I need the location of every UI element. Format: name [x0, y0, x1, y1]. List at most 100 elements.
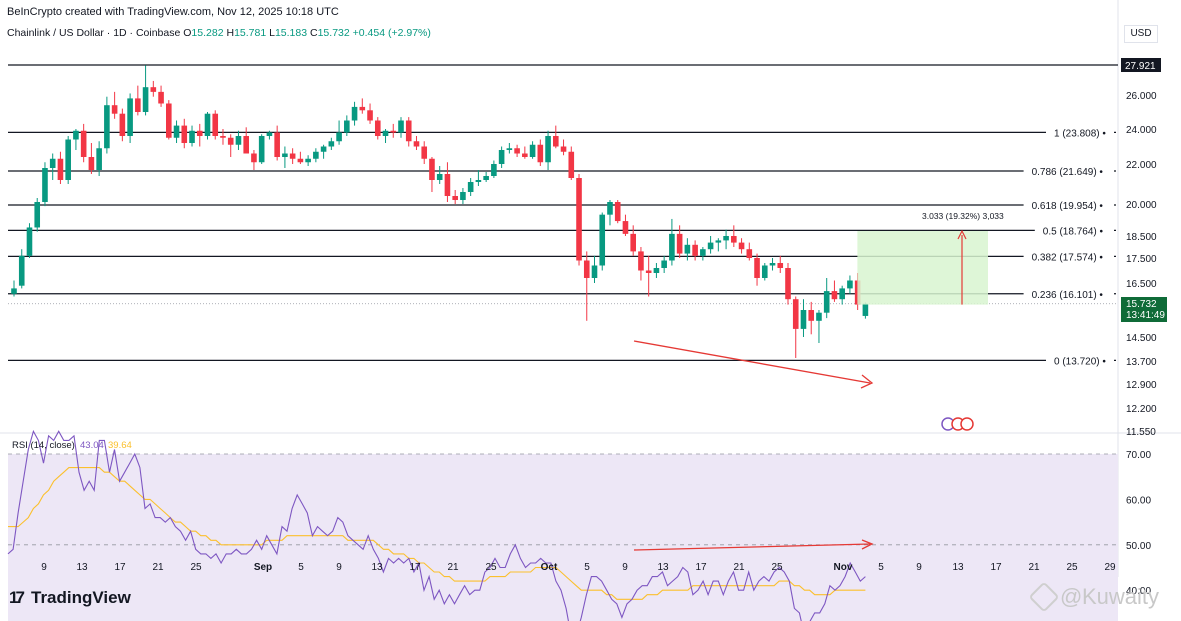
candle-body	[436, 174, 443, 180]
candle-body	[491, 164, 497, 176]
candle-body	[26, 227, 33, 256]
candle-body	[11, 288, 17, 294]
candle-body	[514, 148, 520, 154]
fib-label-bg	[1023, 286, 1114, 300]
price-tick-label: 12.200	[1126, 404, 1157, 415]
candle-body	[761, 265, 768, 278]
time-tick-label: 5	[298, 562, 304, 573]
candle-body	[645, 270, 652, 273]
candle-body	[158, 91, 164, 104]
time-tick-label: 5	[584, 562, 590, 573]
fib-label-bg	[1034, 223, 1114, 237]
candle-body	[429, 158, 435, 180]
candle-body	[127, 98, 133, 136]
candle-body	[452, 196, 458, 200]
candle-body	[731, 236, 737, 243]
close-label: C	[310, 27, 318, 39]
candle-body	[34, 202, 41, 228]
price-divergence-arrowhead	[860, 374, 874, 389]
currency-selector[interactable]: USD	[1124, 25, 1158, 43]
candle-body	[204, 113, 211, 136]
candle-body	[57, 158, 64, 180]
candle-body	[421, 146, 428, 159]
candle-body	[18, 255, 25, 286]
tradingview-brand[interactable]: 17 TradingView	[9, 588, 131, 608]
price-tick-label: 17.500	[1126, 254, 1157, 265]
candle-body	[189, 130, 195, 143]
candle-body	[196, 130, 203, 136]
candle-body	[467, 182, 474, 192]
candle-body	[777, 263, 784, 268]
symbol-title: Chainlink / US Dollar · 1D · Coinbase	[7, 27, 181, 39]
price-tick-label: 20.000	[1126, 200, 1157, 211]
candle-body	[785, 268, 791, 300]
time-tick-label: 21	[447, 562, 459, 573]
measure-arrowhead	[957, 229, 967, 240]
low-value: 15.183	[274, 27, 308, 39]
rsi-ma-legend-value: 39.64	[108, 440, 132, 451]
candle-body	[444, 174, 451, 196]
time-tick-label: Sep	[254, 562, 272, 573]
fib-label: 0.382 (17.574) •	[1032, 252, 1104, 263]
candle-body	[88, 157, 95, 170]
time-tick-label: 25	[771, 562, 783, 573]
candle-body	[65, 139, 71, 180]
candle-body	[599, 214, 606, 266]
time-tick-label: 25	[1066, 562, 1078, 573]
candle-body	[669, 233, 675, 261]
candle-body	[638, 251, 644, 271]
time-tick-label: 17	[409, 562, 421, 573]
candle-body	[42, 168, 48, 202]
candle-body	[630, 233, 636, 252]
fib-label-bg	[1046, 125, 1114, 139]
candle-body	[173, 125, 180, 138]
tradingview-logo-icon: 17	[9, 588, 25, 607]
candle-body	[119, 113, 126, 136]
candle-body	[73, 130, 79, 140]
open-label: O	[183, 27, 192, 39]
candle-body	[212, 113, 219, 136]
fib-label: 0 (13.720) •	[1054, 356, 1106, 367]
rsi-legend-value: 43.04	[80, 440, 104, 451]
high-tag-label: 27.921	[1125, 61, 1156, 72]
fib-label-bg	[1046, 353, 1114, 367]
time-tick-label: 13	[371, 562, 383, 573]
candle-body	[862, 303, 869, 316]
time-tick-label: 21	[733, 562, 745, 573]
change-value: +0.454 (+2.97%)	[352, 27, 431, 39]
candle-body	[405, 120, 412, 142]
candle-body	[700, 249, 706, 256]
time-tick-label: 5	[878, 562, 884, 573]
rsi-tick-label: 70.00	[1126, 450, 1151, 461]
measure-label: 3.033 (19.32%) 3,033	[922, 211, 1004, 221]
rsi-ma-line	[8, 467, 866, 600]
candle-body	[746, 249, 753, 258]
symbol-legend: Chainlink / US Dollar · 1D · Coinbase O1…	[7, 27, 431, 39]
rsi-band	[8, 454, 1118, 621]
time-tick-label: 17	[990, 562, 1002, 573]
candle-body	[622, 221, 629, 234]
candle-body	[831, 291, 838, 300]
last-price-label: 15.732	[1126, 299, 1157, 310]
candle-body	[166, 103, 172, 138]
time-tick-label: Nov	[834, 562, 853, 573]
candle-body	[328, 141, 335, 147]
price-tick-label: 16.500	[1126, 279, 1157, 290]
candle-body	[545, 136, 551, 163]
candle-body	[769, 263, 776, 266]
open-value: 15.282	[191, 27, 224, 39]
candle-body	[808, 310, 815, 321]
candle-body	[576, 178, 582, 261]
event-icon	[960, 417, 974, 431]
time-tick-label: 21	[1028, 562, 1040, 573]
price-tick-label: 22.000	[1126, 160, 1157, 171]
candle-body	[336, 132, 342, 142]
price-tick-label: 12.900	[1126, 380, 1157, 391]
candle-body	[390, 130, 397, 133]
candle-body	[816, 312, 822, 321]
candle-body	[498, 150, 505, 164]
candle-body	[754, 258, 760, 278]
time-tick-label: 13	[657, 562, 669, 573]
candle-body	[235, 136, 242, 145]
